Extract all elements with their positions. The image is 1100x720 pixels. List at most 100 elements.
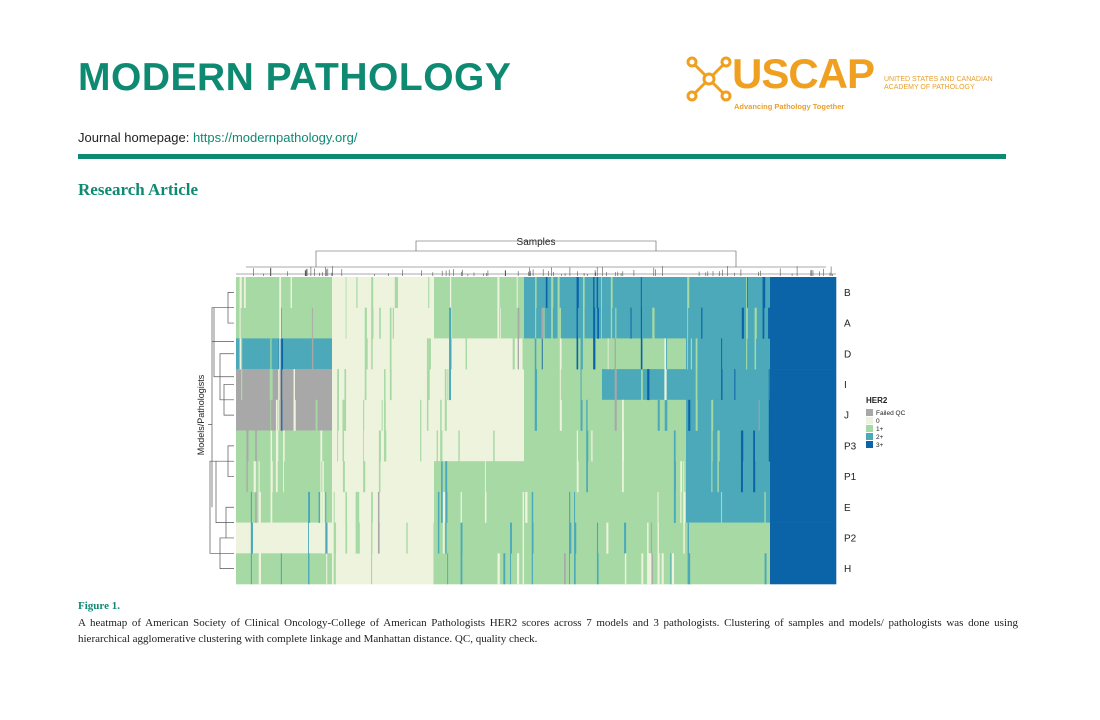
heatmap-streak	[741, 430, 743, 462]
heatmap-streak	[281, 338, 284, 370]
heatmap-streak	[557, 277, 560, 308]
heatmap-streak	[576, 430, 578, 462]
heatmap-streak	[580, 338, 583, 370]
heatmap-streak	[596, 277, 598, 308]
heatmap-streak	[607, 338, 609, 370]
heatmap-streak	[531, 491, 534, 523]
row-label: D	[844, 349, 851, 360]
heatmap-streak	[337, 369, 339, 401]
heatmap-cell	[770, 553, 837, 585]
heatmap-streak	[764, 491, 766, 523]
heatmap-streak	[673, 491, 676, 523]
heatmap-streak	[258, 553, 261, 585]
heatmap-streak	[365, 338, 368, 370]
heatmap-streak	[293, 369, 295, 401]
figure-label: Figure 1.	[78, 600, 120, 612]
heatmap-streak	[666, 399, 668, 431]
row-labels: B A D I J P3 P1 E P2 H	[844, 288, 857, 575]
heatmap-streak	[442, 491, 446, 523]
header-divider	[78, 154, 1006, 159]
heatmap-streak	[441, 491, 443, 523]
heatmap-streak	[512, 338, 515, 370]
heatmap-streak	[615, 307, 617, 339]
heatmap-cell	[602, 277, 687, 308]
heatmap-streak	[275, 461, 278, 493]
heatmap-streak	[711, 430, 713, 462]
heatmap-streak	[671, 553, 675, 585]
heatmap-streak	[534, 338, 537, 370]
heatmap-streak	[640, 338, 643, 370]
heatmap-streak	[673, 430, 676, 462]
figure-caption: A heatmap of American Society of Clinica…	[78, 617, 1018, 645]
heatmap-streak	[239, 277, 242, 308]
heatmap-streak	[574, 522, 577, 554]
row-label: J	[844, 411, 849, 422]
heatmap-streak	[591, 430, 593, 462]
heatmap-streak	[614, 338, 616, 370]
legend-swatch	[866, 425, 873, 432]
heatmap-streak	[449, 307, 452, 339]
homepage-link[interactable]: https://modernpathology.org/	[192, 130, 358, 145]
heatmap-streak	[311, 307, 313, 339]
heatmap-streak	[531, 553, 533, 585]
heatmap-streak	[701, 307, 703, 339]
heatmap-streak	[622, 430, 624, 462]
heatmap-streak	[246, 399, 248, 431]
row-label: P2	[844, 534, 857, 545]
heatmap-streak	[390, 338, 392, 370]
heatmap-streak	[320, 461, 322, 493]
heatmap-streak	[378, 430, 381, 462]
heatmap-streak	[447, 369, 449, 401]
heatmap-streak	[497, 553, 500, 585]
heatmap-streak	[465, 338, 468, 370]
heatmap-streak	[541, 338, 543, 370]
heatmap-streak	[564, 553, 566, 585]
legend-label: 2+	[876, 434, 884, 441]
journal-title: MODERN PATHOLOGY	[78, 56, 512, 99]
heatmap-streak	[740, 430, 744, 462]
heatmap-streak	[394, 277, 398, 308]
heatmap-cell	[236, 369, 333, 401]
legend-swatch	[866, 441, 873, 448]
heatmap-streak	[308, 553, 310, 585]
heatmap-streak	[522, 338, 525, 370]
heatmap-streak	[281, 399, 283, 431]
uscap-org-line1: UNITED STATES AND CANADIAN	[884, 76, 993, 83]
heatmap-streak	[275, 430, 279, 462]
heatmap-streak	[460, 522, 463, 554]
heatmap-streak	[437, 522, 440, 554]
heatmap-streak	[721, 369, 723, 401]
heatmap-streak	[279, 338, 281, 370]
heatmap-streak	[449, 277, 452, 308]
heatmap-segment	[332, 277, 435, 585]
heatmap-streak	[541, 307, 544, 339]
heatmap-streak	[650, 522, 653, 554]
article-type: Research Article	[78, 180, 199, 199]
heatmap-streak	[574, 491, 576, 523]
heatmap-streak	[377, 491, 380, 523]
heatmap-streak	[517, 338, 519, 370]
heatmap-streak	[449, 369, 451, 401]
heatmap-segment	[236, 277, 333, 585]
heatmap-streak	[558, 338, 561, 370]
heatmap-streak	[315, 430, 318, 462]
heatmap-streak	[278, 430, 280, 462]
heatmap-streak	[436, 461, 439, 493]
heatmap-streak	[768, 369, 770, 401]
heatmap-streak	[657, 491, 659, 523]
heatmap-streak	[543, 338, 546, 370]
heatmap-streak	[593, 307, 596, 339]
heatmap-streak	[522, 553, 525, 585]
heatmap-segment	[602, 277, 687, 585]
heatmap-streak	[558, 307, 562, 339]
heatmap-cell	[332, 522, 435, 554]
heatmap-streak	[522, 522, 525, 554]
heatmap-streak	[426, 369, 430, 401]
heatmap-streak	[586, 461, 588, 493]
heatmap-streak	[280, 553, 282, 585]
heatmap-streak	[664, 338, 667, 370]
heatmap-streak	[569, 491, 571, 523]
heatmap-streak	[741, 307, 744, 339]
heatmap-cell	[434, 307, 525, 339]
heatmap-cell	[686, 430, 771, 462]
